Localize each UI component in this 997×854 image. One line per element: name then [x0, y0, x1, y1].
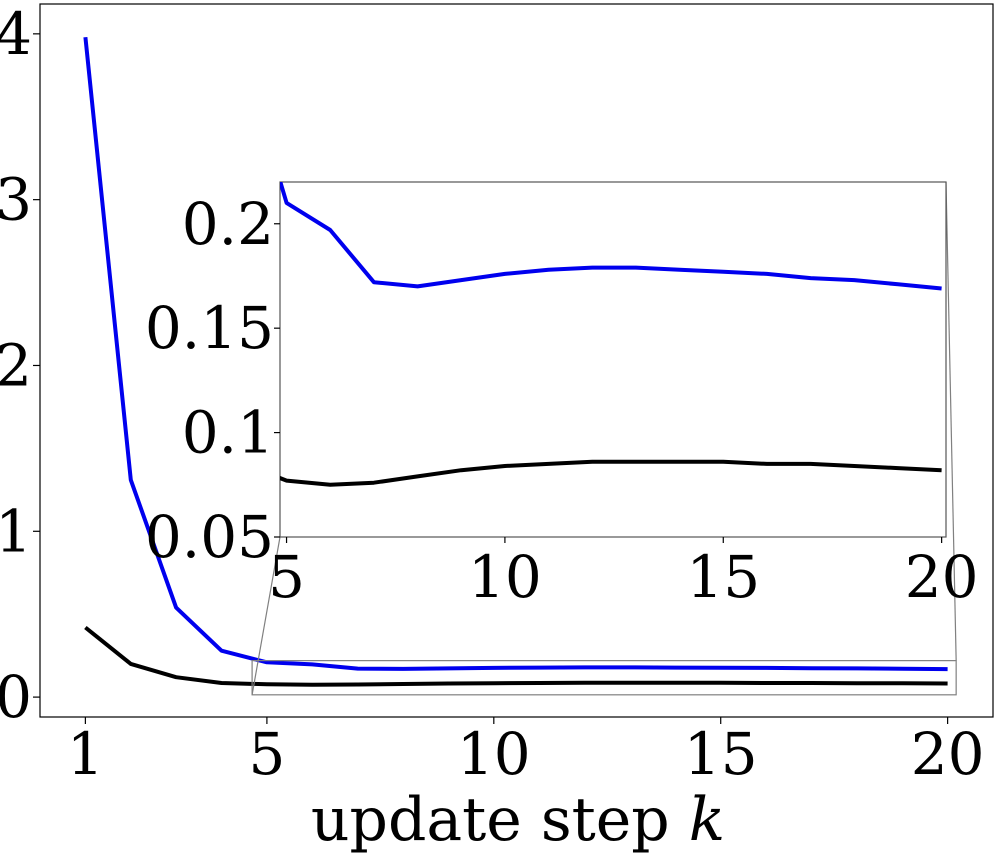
- zoom-region-box: [251, 660, 957, 696]
- inset-x-tick-label: 20: [905, 543, 979, 611]
- x-tick-label: 20: [911, 720, 985, 788]
- inset-y-tick-label: 0.05: [145, 503, 274, 571]
- inset-axes: 5 10 15 20 0.05 0.1 0.15 0.2: [145, 181, 979, 611]
- zoom-indicator: [251, 181, 957, 696]
- series-line-1: [83, 36, 948, 672]
- inset-y-tick-label: 0.2: [182, 190, 274, 258]
- x-tick-label: 5: [248, 720, 285, 788]
- inset-y-tick-label: 0.1: [182, 399, 274, 467]
- x-tick-label: 10: [457, 720, 531, 788]
- inset-x-tick-label: 10: [468, 543, 542, 611]
- inset-series-line-1: [280, 182, 942, 291]
- inset-frame: [279, 181, 947, 538]
- y-tick-label: 2: [0, 331, 32, 399]
- plot-frame: [39, 3, 994, 718]
- x-tick-label: 15: [684, 720, 758, 788]
- x-tick-label: 1: [67, 720, 104, 788]
- zoom-connector-right: [945, 181, 957, 661]
- inset-x-tick-label: 15: [686, 543, 760, 611]
- inset-series-line-2: [280, 459, 942, 487]
- y-tick-label: 0: [0, 663, 32, 731]
- y-tick-label: 3: [0, 166, 32, 234]
- x-axis-label-text: update step: [311, 785, 670, 854]
- zoom-connector-left: [251, 536, 281, 695]
- series-line-2: [84, 625, 948, 687]
- x-axis-label-variable: k: [689, 785, 725, 854]
- inset-x-tick-label: 5: [268, 543, 305, 611]
- y-tick-label: 4: [0, 0, 32, 68]
- y-tick-label: 1: [0, 497, 32, 565]
- inset-y-tick-label: 0.15: [145, 294, 274, 362]
- x-axis-label: update step k: [311, 785, 725, 854]
